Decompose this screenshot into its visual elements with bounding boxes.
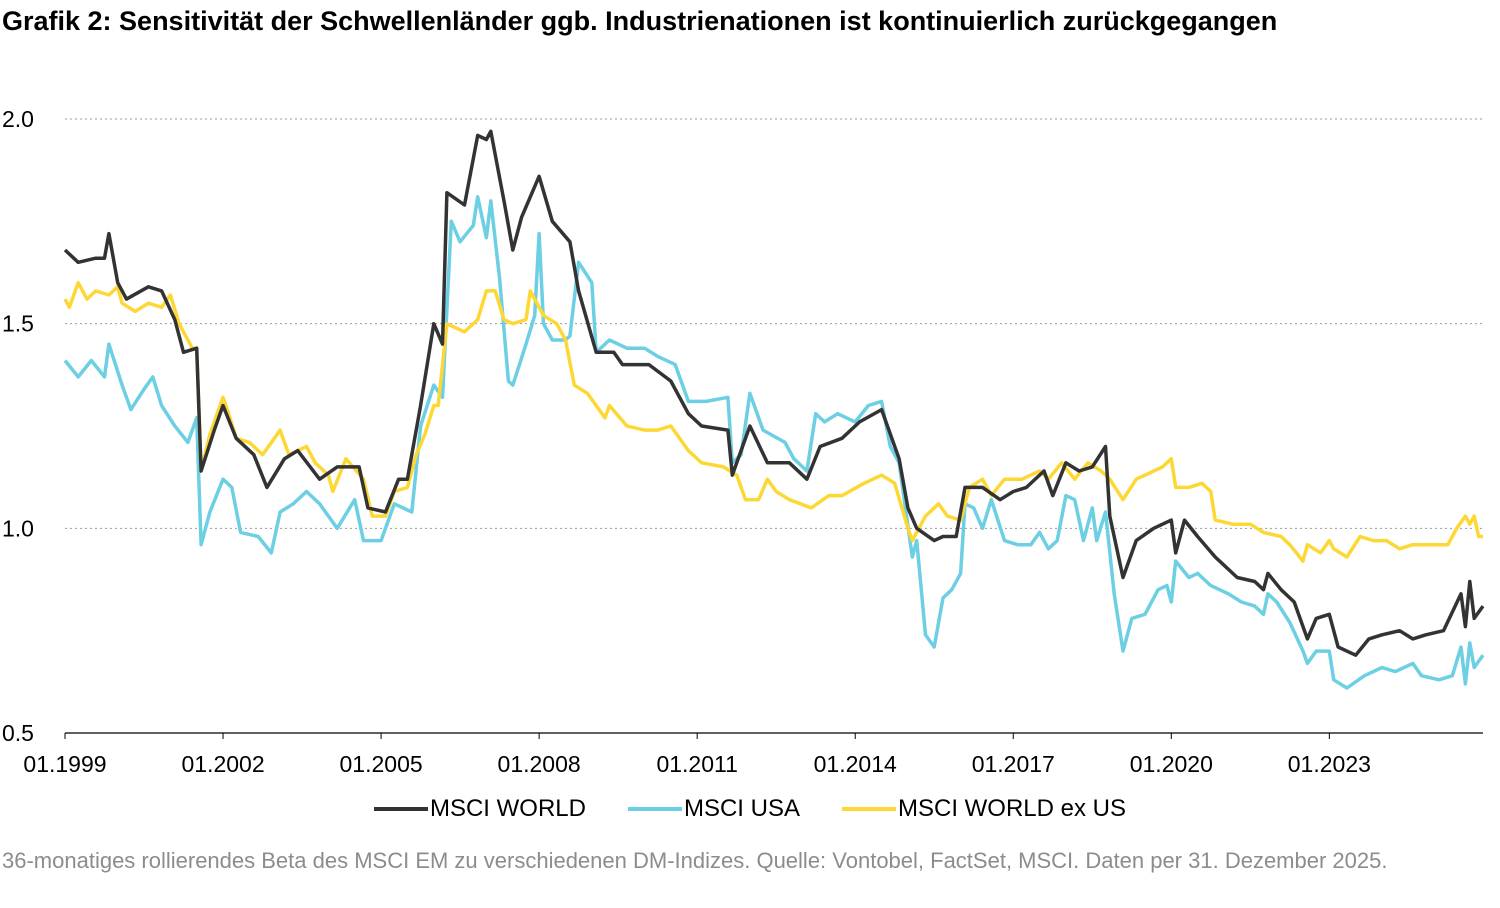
x-tick-label: 01.2005 bbox=[340, 751, 423, 777]
gridlines bbox=[65, 118, 1483, 734]
x-tick-label: 01.2002 bbox=[181, 751, 264, 777]
x-tick-label: 01.2008 bbox=[498, 751, 581, 777]
chart-title: Grafik 2: Sensitivität der Schwellenländ… bbox=[2, 6, 1278, 36]
legend-label: MSCI WORLD bbox=[429, 795, 586, 822]
x-tick-label: 01.2011 bbox=[656, 751, 737, 777]
legend-item-msci-world-ex-us: MSCI WORLD ex US bbox=[841, 795, 1127, 823]
y-tick-label: 2.0 bbox=[2, 106, 34, 132]
footnote: 36-monatiges rollierendes Beta des MSCI … bbox=[2, 848, 1388, 873]
legend-swatch bbox=[373, 807, 428, 811]
y-tick-label: 0.5 bbox=[2, 720, 34, 746]
legend-label: MSCI WORLD ex US bbox=[897, 795, 1127, 822]
line-chart: 0.5 1.0 1.5 2.0 01.1999 01.2002 01.2005 01.200… bbox=[2, 106, 1485, 777]
legend-swatch bbox=[841, 807, 896, 811]
series-line-msci-usa bbox=[63, 195, 1485, 690]
series-line-msci-world bbox=[63, 129, 1485, 657]
series-line-msci-world-ex-us bbox=[63, 280, 1483, 563]
y-tick-label: 1.5 bbox=[2, 311, 34, 337]
series-lines bbox=[63, 129, 1485, 690]
x-tick-label: 01.2014 bbox=[814, 751, 897, 777]
legend-item-msci-world: MSCI WORLD bbox=[373, 795, 586, 823]
x-tick-label: 01.2023 bbox=[1288, 751, 1371, 777]
x-tick-label: 01.2020 bbox=[1130, 751, 1213, 777]
legend-swatch bbox=[627, 807, 682, 811]
x-axis-ticks: 01.1999 01.2002 01.2005 01.2008 01.2011 01.20… bbox=[23, 733, 1371, 777]
legend-label: MSCI USA bbox=[683, 795, 800, 822]
y-axis-ticks: 0.5 1.0 1.5 2.0 bbox=[2, 106, 34, 746]
x-tick-label: 01.2017 bbox=[972, 751, 1055, 777]
legend: MSCI WORLD MSCI USA MSCI WORLD ex US bbox=[0, 795, 1500, 823]
x-tick-label: 01.1999 bbox=[23, 751, 106, 777]
legend-item-msci-usa: MSCI USA bbox=[627, 795, 800, 823]
y-tick-label: 1.0 bbox=[2, 515, 34, 541]
